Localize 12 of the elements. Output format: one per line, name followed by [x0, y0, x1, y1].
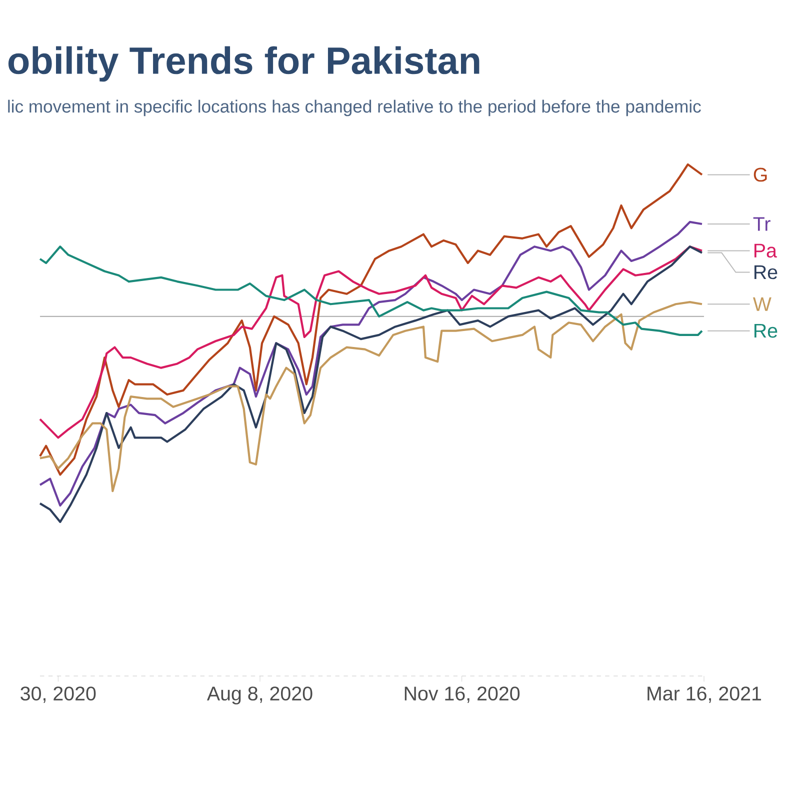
text: Tr	[753, 217, 770, 231]
text: Re	[754, 265, 778, 280]
text: Pa	[754, 244, 777, 258]
x-tick-label: Nov 16, 2020	[404, 686, 520, 703]
chart-subtitle: lic movement in specific locations has changed relative to the period before the pandemic	[8, 100, 701, 116]
x-tick-label: 30, 2020	[20, 686, 96, 703]
text: Re	[754, 324, 778, 338]
x-tick-label: Mar 16, 2021	[648, 686, 762, 703]
x-tick-label: Aug 8, 2020	[206, 686, 312, 704]
text: G	[754, 168, 767, 182]
text: W	[752, 297, 772, 311]
chart-title: obility Trends for Pakistan	[8, 46, 480, 82]
